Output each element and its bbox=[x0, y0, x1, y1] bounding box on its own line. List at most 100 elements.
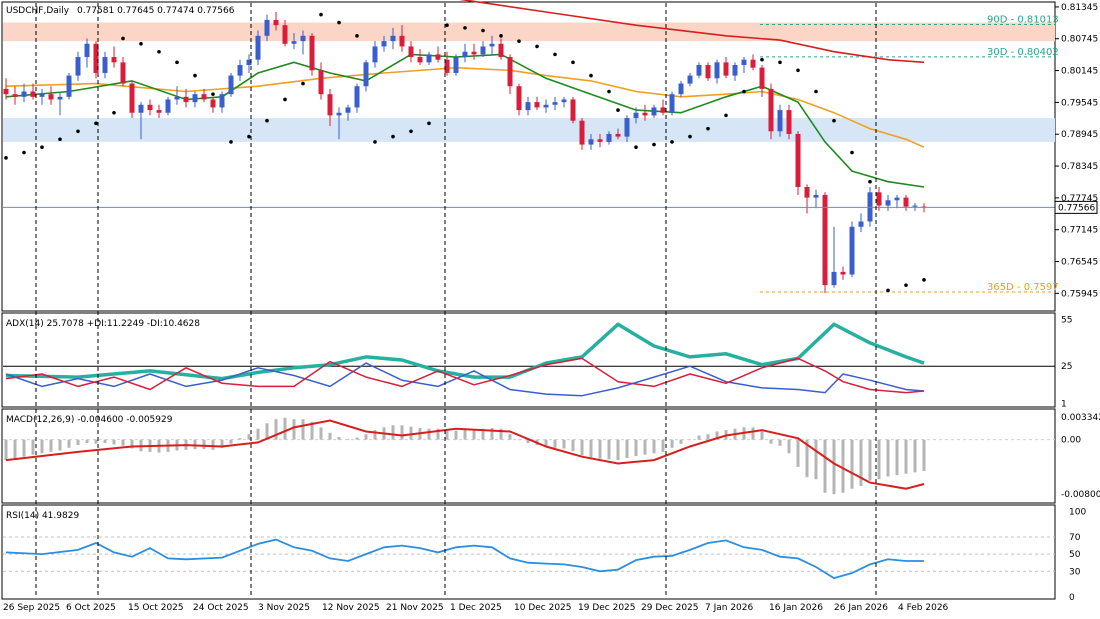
candle-body bbox=[372, 46, 378, 63]
candle-body bbox=[534, 102, 540, 108]
candle-body bbox=[291, 41, 297, 44]
candle-body bbox=[777, 110, 783, 132]
zone-upper-resistance bbox=[3, 22, 1055, 42]
macd-histogram-bar bbox=[886, 439, 890, 477]
sar-dot bbox=[22, 150, 26, 155]
rsi-panel-frame bbox=[1, 504, 1056, 600]
macd-histogram-bar bbox=[760, 431, 764, 440]
price-tick-label: 0.81345 bbox=[1061, 3, 1098, 13]
sar-dot bbox=[247, 134, 251, 139]
sar-dot bbox=[922, 278, 926, 282]
macd-signal-line bbox=[5, 419, 925, 490]
macd-histogram-bar bbox=[841, 439, 845, 493]
macd-histogram-bar bbox=[904, 439, 908, 474]
macd-histogram-bar bbox=[112, 439, 116, 445]
candle-body bbox=[48, 94, 54, 100]
candle-body bbox=[822, 194, 828, 286]
candle-body bbox=[444, 59, 450, 73]
sar-dot bbox=[796, 68, 800, 73]
macd-histogram-bar bbox=[193, 439, 197, 450]
candle-body bbox=[390, 35, 396, 42]
macd-histogram-bar bbox=[913, 439, 917, 473]
candle-body bbox=[201, 94, 207, 100]
candle-body bbox=[678, 83, 684, 95]
macd-histogram-bar bbox=[238, 438, 242, 440]
candle-body bbox=[39, 94, 45, 97]
macd-histogram-bar bbox=[328, 432, 332, 440]
sar-dot bbox=[832, 118, 836, 123]
macd-histogram-bar bbox=[895, 439, 899, 476]
macd-histogram-bar bbox=[301, 419, 305, 440]
candle-body bbox=[309, 35, 315, 71]
macd-histogram-bar bbox=[427, 428, 431, 440]
macd-histogram-bar bbox=[625, 439, 629, 459]
macd-histogram-bar bbox=[643, 439, 647, 455]
candle-body bbox=[633, 112, 639, 119]
macd-histogram-bar bbox=[85, 439, 89, 444]
macd-histogram-bar bbox=[355, 437, 359, 440]
level-label-2: 365D - 0.7597 bbox=[987, 282, 1059, 293]
macd-histogram-bar bbox=[346, 438, 350, 440]
candle-body bbox=[903, 197, 909, 207]
macd-histogram-bar bbox=[274, 419, 278, 440]
x-tick-label: 10 Dec 2025 bbox=[514, 603, 572, 613]
candle-body bbox=[147, 104, 153, 111]
candle-body bbox=[354, 86, 360, 108]
candle-body bbox=[30, 91, 36, 97]
sar-dot bbox=[652, 142, 656, 147]
macd-histogram-bar bbox=[400, 425, 404, 440]
candle-body bbox=[741, 59, 747, 65]
macd-tick-label: 0.003342 bbox=[1061, 413, 1100, 423]
candle-body bbox=[57, 96, 63, 100]
macd-histogram-bar bbox=[517, 439, 521, 441]
candle-body bbox=[651, 107, 657, 116]
candle-body bbox=[3, 88, 9, 95]
candle-body bbox=[273, 19, 279, 26]
macd-histogram-bar bbox=[634, 439, 638, 456]
zone-lower-support bbox=[3, 118, 1055, 142]
macd-tick-label: -0.008007 bbox=[1061, 490, 1100, 500]
macd-panel-frame bbox=[1, 408, 1056, 504]
sar-dot bbox=[157, 49, 161, 54]
candle-body bbox=[12, 94, 18, 97]
x-tick-label: 3 Nov 2025 bbox=[258, 603, 310, 613]
macd-histogram-bar bbox=[472, 429, 476, 440]
candle-body bbox=[858, 221, 864, 227]
macd-histogram-bar bbox=[4, 439, 8, 461]
sar-dot bbox=[886, 288, 890, 293]
candle-body bbox=[759, 67, 765, 89]
candle-body bbox=[786, 110, 792, 134]
rsi-label: RSI(14) 41.9829 bbox=[6, 511, 79, 521]
candle-body bbox=[336, 112, 342, 116]
candle-body bbox=[102, 57, 108, 73]
sar-dot bbox=[175, 60, 179, 65]
candle-body bbox=[408, 46, 414, 58]
price-tick-label: 0.78945 bbox=[1061, 130, 1098, 140]
macd-histogram-bar bbox=[616, 439, 620, 461]
macd-histogram-bar bbox=[202, 439, 206, 450]
candle-body bbox=[624, 118, 630, 137]
candle-body bbox=[516, 86, 522, 111]
sar-dot bbox=[112, 110, 116, 115]
macd-histogram-bar bbox=[922, 439, 926, 471]
macd-histogram-bar bbox=[229, 439, 233, 444]
sar-dot bbox=[634, 145, 638, 150]
sar-dot bbox=[742, 89, 746, 94]
macd-panel: 0.003342 0.00 -0.008007 bbox=[3, 413, 1100, 500]
price-tick-label: 0.76545 bbox=[1061, 258, 1098, 268]
macd-histogram-bar bbox=[553, 439, 557, 448]
candle-body bbox=[498, 43, 504, 58]
candle-body bbox=[561, 99, 567, 103]
macd-histogram-bar bbox=[571, 439, 575, 452]
x-tick-label: 19 Dec 2025 bbox=[578, 603, 636, 613]
macd-histogram-bar bbox=[832, 439, 836, 495]
macd-histogram-bar bbox=[859, 439, 863, 486]
sar-dot bbox=[409, 129, 413, 134]
price-tick-label: 0.80145 bbox=[1061, 67, 1098, 77]
candle-body bbox=[255, 35, 261, 60]
macd-histogram-bar bbox=[310, 421, 314, 440]
candle-body bbox=[111, 57, 117, 63]
macd-histogram-bar bbox=[337, 436, 341, 440]
sar-dot bbox=[337, 20, 341, 25]
candle-body bbox=[237, 65, 243, 76]
